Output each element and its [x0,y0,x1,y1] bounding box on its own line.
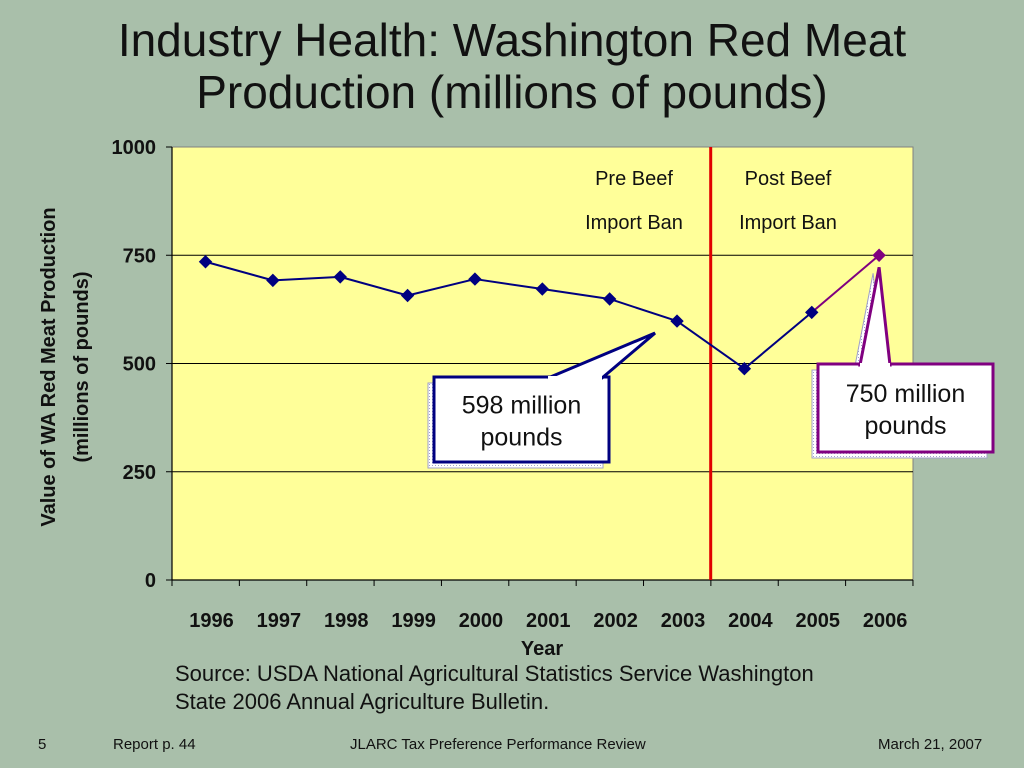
series-segment [542,288,610,300]
series-segment [811,254,880,314]
report-reference: Report p. 44 [113,736,196,753]
callout-750-text-1: 750 million [846,380,966,408]
x-tick-label: 1998 [324,610,369,632]
y-tick-label: 250 [123,462,156,484]
x-tick-label: 2000 [459,610,504,632]
series-segment [339,275,408,297]
axes [166,146,914,586]
callout-750: 750 million pounds [811,266,995,459]
callout-598-text-1: 598 million [462,392,582,420]
y-tick-label: 500 [123,354,156,376]
y-tick-label: 0 [145,570,156,592]
y-tick-labels: 0 250 500 750 1000 [112,137,157,592]
series-group [198,248,886,376]
data-point-1997 [266,273,280,288]
data-point-2001 [535,282,550,296]
y-axis-label-2: (millions of pounds) [71,271,93,462]
data-point-1996 [198,255,213,269]
x-tick-labels: 1996 1997 1998 1999 2000 2001 2002 2003 2004 2005… [189,610,907,632]
grid-lines [172,254,913,473]
series-segment [205,260,274,282]
x-tick-label: 1997 [257,610,302,632]
pre-ban-label-2: Import Ban [585,212,683,234]
data-point-2000 [468,272,482,286]
post-ban-label-2: Import Ban [739,212,837,234]
x-tick-label: 2006 [863,610,908,632]
callout-750-box [816,362,995,454]
callout-750-text-2: pounds [864,412,946,440]
callout-598-text-2: pounds [480,424,562,452]
pre-ban-label-1: Pre Beef [595,168,673,190]
x-tick-label: 1996 [189,610,234,632]
series-segment [743,311,813,370]
footer-center-text: JLARC Tax Preference Performance Review [350,736,646,753]
series-segment [407,278,476,297]
series-segment [474,278,543,291]
post-ban-label-1: Post Beef [745,168,832,190]
callout-598-box [432,375,611,464]
callout-598: 598 million pounds [427,331,656,469]
series-segment [609,298,678,323]
data-point-2002 [602,292,617,306]
x-tick-label: 2005 [795,610,840,632]
series-segment [676,320,745,370]
y-tick-label: 1000 [112,137,157,159]
source-note: Source: USDA National Agricultural Stati… [175,660,814,716]
title-line-1: Industry Health: Washington Red Meat [117,14,907,66]
slide-number: 5 [38,736,47,753]
title-line-2: Production (millions of pounds) [196,66,828,118]
source-line-2: State 2006 Annual Agriculture Bulletin. [175,689,550,714]
x-tick-label: 2004 [728,610,773,632]
footer-date: March 21, 2007 [878,736,983,753]
x-tick-label: 1999 [391,610,436,632]
slide-title: Industry Health: Washington Red Meat Pro… [0,14,1024,118]
x-axis-label: Year [521,638,563,660]
source-line-1: Source: USDA National Agricultural Stati… [175,661,814,686]
x-tick-label: 2001 [526,610,571,632]
x-tick-label: 2003 [661,610,706,632]
data-point-2003 [670,314,684,328]
line-chart: 0 250 500 750 1000 1996 1997 1998 1999 2000 2001 2… [38,137,995,660]
callouts: 598 million pounds 750 million pounds [427,266,995,469]
data-point-2005 [805,305,819,320]
data-point-2006 [872,248,886,262]
data-point-2004 [737,361,752,376]
x-tick-label: 2002 [593,610,638,632]
data-point-1998 [333,270,347,284]
y-tick-label: 750 [123,245,156,267]
series-segment [272,275,341,282]
y-axis-label-1: Value of WA Red Meat Production [38,207,60,526]
data-point-1999 [400,288,415,303]
